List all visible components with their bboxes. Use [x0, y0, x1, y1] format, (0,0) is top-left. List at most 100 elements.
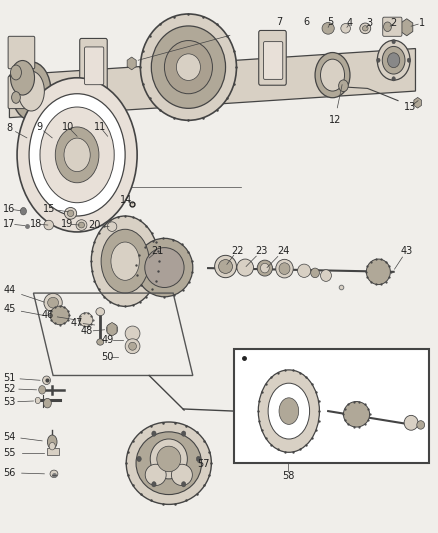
- Ellipse shape: [171, 464, 192, 486]
- Text: 11: 11: [94, 122, 106, 132]
- Ellipse shape: [137, 456, 141, 462]
- Ellipse shape: [136, 432, 201, 495]
- Ellipse shape: [297, 264, 311, 277]
- Ellipse shape: [215, 255, 237, 278]
- Ellipse shape: [67, 210, 74, 216]
- Ellipse shape: [321, 59, 345, 91]
- Ellipse shape: [129, 342, 137, 350]
- Ellipse shape: [279, 398, 299, 424]
- Ellipse shape: [384, 22, 392, 31]
- Ellipse shape: [258, 370, 319, 453]
- Text: 19: 19: [61, 219, 73, 229]
- Ellipse shape: [12, 92, 20, 103]
- Ellipse shape: [49, 442, 55, 450]
- Ellipse shape: [91, 216, 159, 306]
- Ellipse shape: [141, 14, 237, 120]
- Text: 15: 15: [43, 204, 56, 214]
- Ellipse shape: [377, 41, 410, 80]
- Ellipse shape: [18, 71, 44, 111]
- Text: 3: 3: [367, 18, 373, 28]
- Text: 44: 44: [4, 286, 16, 295]
- Ellipse shape: [219, 260, 233, 273]
- Ellipse shape: [276, 260, 293, 278]
- Text: 52: 52: [3, 384, 16, 394]
- Text: 2: 2: [391, 18, 397, 28]
- Ellipse shape: [322, 22, 334, 34]
- Ellipse shape: [417, 421, 425, 429]
- FancyBboxPatch shape: [80, 38, 107, 93]
- Ellipse shape: [96, 308, 105, 316]
- Ellipse shape: [11, 65, 21, 80]
- Ellipse shape: [268, 383, 310, 439]
- Ellipse shape: [257, 260, 272, 276]
- Ellipse shape: [392, 77, 396, 81]
- Ellipse shape: [181, 431, 186, 437]
- Text: 54: 54: [3, 432, 16, 442]
- Ellipse shape: [101, 229, 149, 293]
- Ellipse shape: [47, 435, 57, 449]
- Ellipse shape: [97, 339, 104, 345]
- Text: 7: 7: [276, 17, 283, 27]
- Ellipse shape: [404, 415, 418, 430]
- Ellipse shape: [55, 127, 99, 183]
- Ellipse shape: [151, 26, 226, 108]
- Ellipse shape: [43, 398, 51, 408]
- Ellipse shape: [181, 482, 186, 487]
- FancyBboxPatch shape: [259, 30, 286, 85]
- Ellipse shape: [111, 242, 139, 280]
- Ellipse shape: [145, 248, 184, 287]
- Ellipse shape: [152, 431, 156, 437]
- Text: 8: 8: [7, 123, 13, 133]
- FancyBboxPatch shape: [383, 17, 402, 36]
- Ellipse shape: [76, 220, 87, 230]
- Text: 20: 20: [88, 220, 101, 230]
- Ellipse shape: [150, 439, 187, 479]
- Ellipse shape: [343, 401, 370, 427]
- Text: 49: 49: [101, 335, 113, 345]
- Ellipse shape: [315, 53, 350, 98]
- Ellipse shape: [20, 207, 26, 215]
- Text: 12: 12: [328, 115, 341, 125]
- Ellipse shape: [237, 259, 254, 276]
- Ellipse shape: [279, 263, 290, 274]
- FancyBboxPatch shape: [234, 349, 428, 463]
- FancyBboxPatch shape: [8, 36, 35, 69]
- Text: 1: 1: [419, 18, 425, 28]
- Text: 13: 13: [404, 102, 417, 112]
- Ellipse shape: [366, 259, 390, 285]
- Text: 14: 14: [120, 195, 133, 205]
- Text: 53: 53: [3, 397, 16, 407]
- Ellipse shape: [152, 482, 156, 487]
- Ellipse shape: [157, 446, 181, 472]
- Ellipse shape: [261, 263, 269, 273]
- Polygon shape: [10, 49, 416, 118]
- FancyBboxPatch shape: [8, 76, 32, 109]
- Ellipse shape: [12, 62, 51, 120]
- Ellipse shape: [339, 80, 348, 92]
- Ellipse shape: [79, 313, 93, 327]
- Text: 18: 18: [29, 219, 42, 229]
- Text: 21: 21: [152, 246, 164, 255]
- Ellipse shape: [17, 78, 137, 232]
- Ellipse shape: [311, 268, 319, 278]
- Ellipse shape: [78, 222, 85, 228]
- FancyBboxPatch shape: [264, 42, 283, 79]
- Text: 58: 58: [282, 472, 294, 481]
- Ellipse shape: [388, 53, 400, 68]
- Text: 46: 46: [42, 310, 54, 320]
- Text: 48: 48: [81, 326, 93, 336]
- FancyBboxPatch shape: [85, 47, 104, 85]
- Ellipse shape: [382, 46, 405, 74]
- Ellipse shape: [126, 422, 212, 504]
- Ellipse shape: [48, 297, 59, 308]
- Ellipse shape: [106, 324, 118, 335]
- Ellipse shape: [50, 306, 69, 325]
- Ellipse shape: [42, 376, 50, 384]
- Ellipse shape: [125, 326, 140, 341]
- Text: 23: 23: [256, 246, 268, 255]
- Text: 57: 57: [198, 459, 210, 469]
- Ellipse shape: [164, 41, 212, 94]
- Text: 55: 55: [3, 448, 16, 457]
- Text: 9: 9: [36, 122, 42, 132]
- Text: 45: 45: [3, 304, 16, 314]
